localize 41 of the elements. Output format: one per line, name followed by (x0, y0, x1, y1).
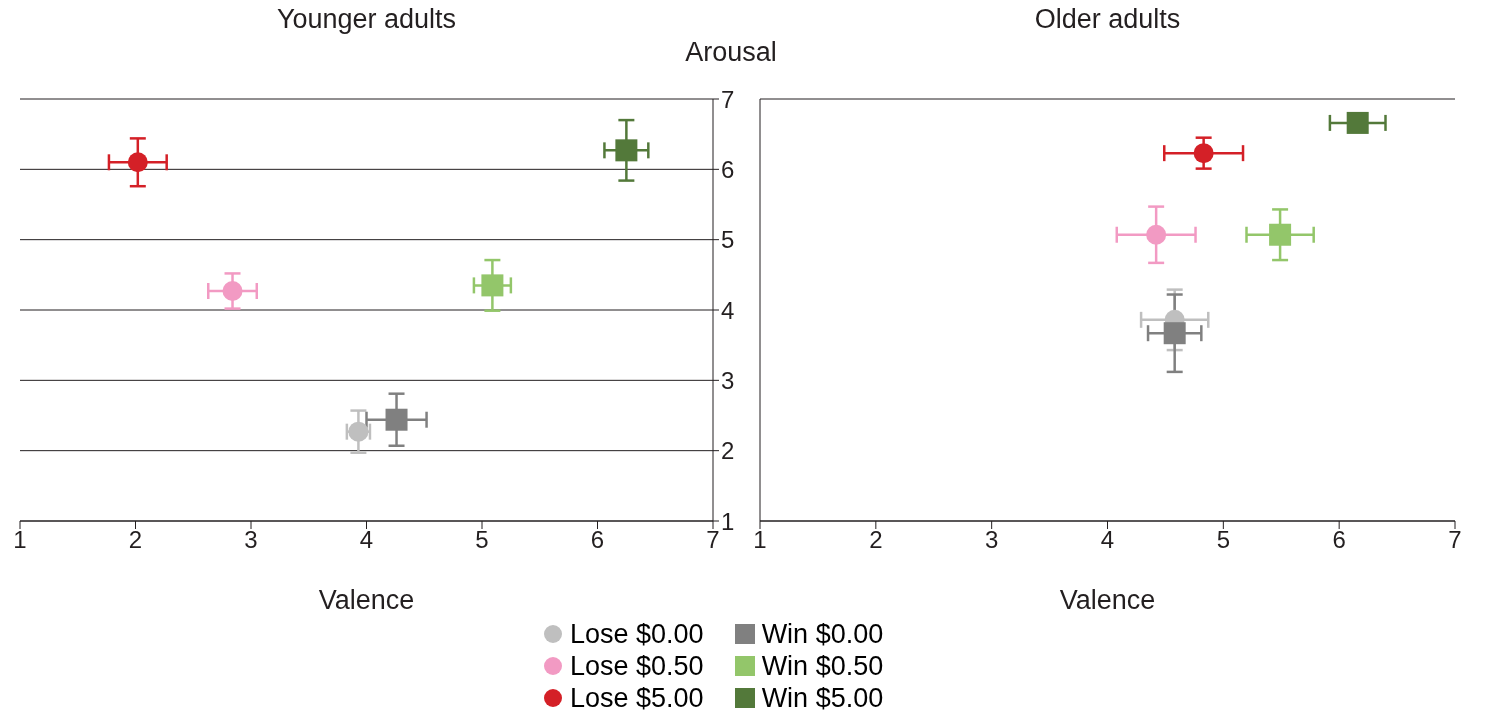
point (1146, 224, 1167, 245)
point (222, 281, 243, 302)
x-tick-label: 6 (1332, 526, 1346, 554)
point (385, 408, 408, 431)
legend-label: Lose $0.50 (570, 650, 704, 682)
chart-title: Younger adults (275, 4, 458, 35)
x-tick-label: 1 (13, 526, 27, 554)
x-tick-label: 3 (244, 526, 258, 554)
y-axis-title: Arousal (684, 37, 778, 68)
x-tick-label: 5 (475, 526, 489, 554)
y-tick-label: 3 (721, 366, 735, 394)
x-tick-label: 4 (359, 526, 374, 554)
x-tick-label: 7 (1448, 526, 1462, 554)
legend-label: Win $0.50 (761, 650, 884, 682)
point (1193, 143, 1214, 164)
point (1163, 322, 1186, 345)
x-axis-title: Valence (317, 585, 416, 616)
chart-title: Older adults (1033, 4, 1182, 35)
legend-label: Lose $5.00 (570, 682, 704, 714)
y-tick-label: 5 (721, 226, 735, 254)
point (1346, 111, 1369, 134)
legend-label: Lose $0.00 (570, 618, 704, 650)
point (615, 139, 638, 162)
y-tick-label: 4 (721, 296, 735, 324)
y-tick-label: 1 (721, 507, 735, 535)
y-tick-label: 6 (721, 155, 735, 183)
x-tick-label: 6 (590, 526, 605, 554)
y-tick-label: 2 (721, 437, 735, 465)
point (127, 152, 148, 173)
x-tick-label: 1 (753, 526, 767, 554)
x-tick-label: 3 (984, 526, 999, 554)
y-tick-label: 7 (721, 85, 735, 113)
x-tick-label: 2 (128, 526, 143, 554)
x-tick-label: 2 (869, 526, 883, 554)
legend-label: Win $5.00 (761, 682, 884, 714)
legend-label: Win $0.00 (761, 618, 884, 650)
point (1269, 223, 1292, 246)
x-tick-label: 4 (1100, 526, 1115, 554)
x-axis-title: Valence (1058, 585, 1157, 616)
x-tick-label: 5 (1216, 526, 1231, 554)
point (481, 274, 504, 297)
